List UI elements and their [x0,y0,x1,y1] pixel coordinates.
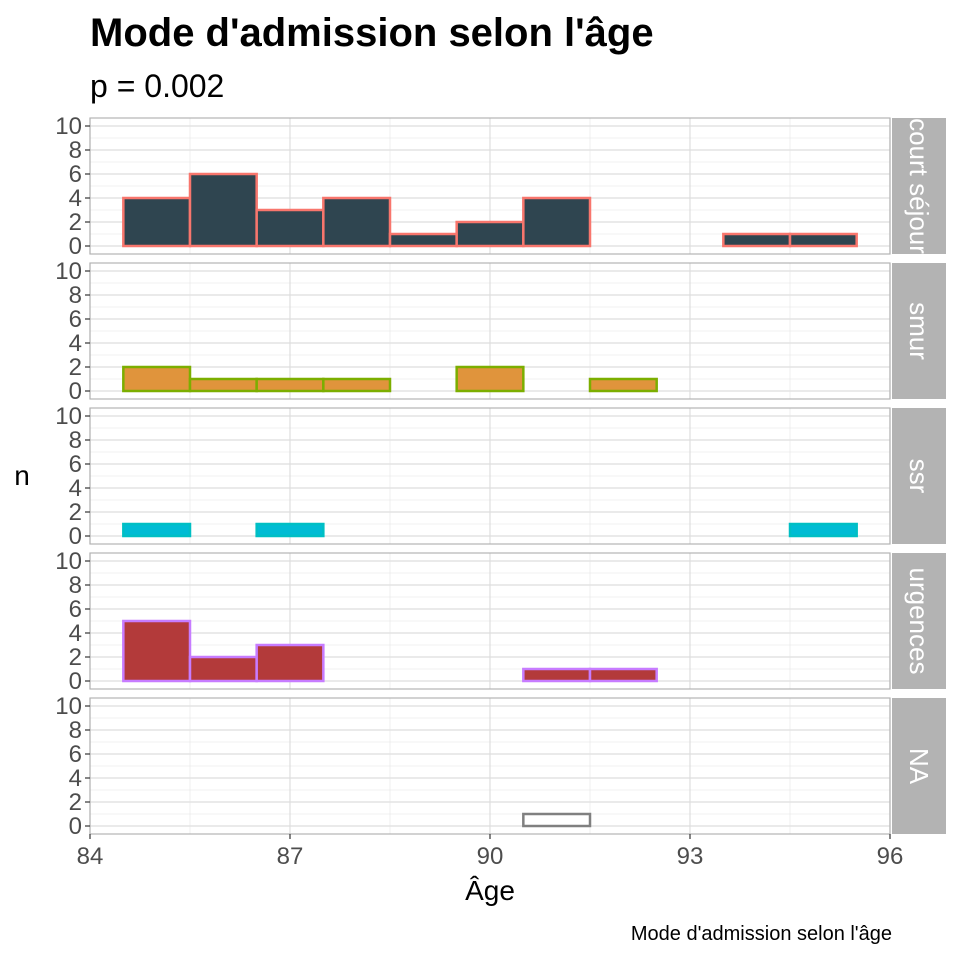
facet-strip-label: court séjour [904,118,934,254]
x-tick-label: 84 [77,843,104,870]
y-tick-label: 6 [69,451,82,478]
facet-strip [892,553,946,689]
y-tick-label: 8 [69,137,82,164]
histogram-bar [388,232,458,248]
y-tick-label: 2 [69,354,82,381]
histogram-bar [188,172,258,248]
histogram-bar [522,196,592,248]
y-tick-label: 0 [69,233,82,260]
histogram-bar [455,365,525,393]
y-tick-label: 8 [69,282,82,309]
y-tick-label: 4 [69,475,82,502]
facet-strip-label: ssr [904,459,934,494]
histogram-bar [255,643,325,683]
panel-border [89,407,891,545]
x-axis: 84 87 90 93 96 [77,834,904,870]
histogram-bar [122,522,192,538]
facet-strip-label: NA [904,748,934,785]
histogram-bar [588,667,658,683]
y-tick-label: 10 [55,403,82,430]
panel-border [89,117,891,255]
facet-strip [892,118,946,254]
chart-subtitle: p = 0.002 [90,68,224,104]
y-tick-label: 0 [69,668,82,695]
histogram-bar [788,522,858,538]
histogram-bar [455,220,525,248]
x-tick-label: 96 [877,843,904,870]
histogram-bar [322,196,392,248]
y-tick-label: 8 [69,717,82,744]
y-tick-label: 2 [69,209,82,236]
y-tick-label: 0 [69,813,82,840]
facet-strip-label: urgences [904,568,934,675]
histogram-bar [188,655,258,683]
histogram-bar [788,232,858,248]
y-tick-label: 4 [69,185,82,212]
histogram-bar [588,377,658,393]
y-axis-label: n [14,460,30,491]
y-tick-label: 10 [55,113,82,140]
histogram-bar [522,812,592,828]
facet-strip [892,263,946,399]
y-tick-label: 2 [69,499,82,526]
y-tick-label: 4 [69,330,82,357]
y-tick-label: 10 [55,693,82,720]
histogram-bar [322,377,392,393]
y-tick-label: 2 [69,789,82,816]
facet-strip [892,698,946,834]
histogram-bar [122,365,192,393]
x-tick-label: 87 [277,843,304,870]
y-tick-label: 6 [69,161,82,188]
panel-border [89,552,891,690]
y-tick-label: 8 [69,572,82,599]
y-tick-label: 6 [69,741,82,768]
y-tick-label: 0 [69,378,82,405]
histogram-bar [255,208,325,248]
histogram-bar [722,232,792,248]
histogram-bar [188,377,258,393]
y-tick-label: 4 [69,765,82,792]
histogram-bar [255,522,325,538]
x-axis-label: Âge [465,875,515,906]
y-tick-label: 2 [69,644,82,671]
y-tick-label: 6 [69,306,82,333]
histogram-bar [122,619,192,683]
x-tick-label: 93 [677,843,704,870]
x-tick-label: 90 [477,843,504,870]
histogram-bar [122,196,192,248]
chart-title: Mode d'admission selon l'âge [90,11,654,55]
histogram-bar [255,377,325,393]
y-tick-label: 4 [69,620,82,647]
facet-strip-label: smur [904,302,934,360]
facet-strip [892,408,946,544]
histogram-bar [522,667,592,683]
y-tick-label: 10 [55,548,82,575]
y-tick-label: 6 [69,596,82,623]
chart-caption: Mode d'admission selon l'âge [631,923,892,945]
y-tick-label: 10 [55,258,82,285]
y-tick-label: 0 [69,523,82,550]
panel-border [89,262,891,400]
y-tick-label: 8 [69,427,82,454]
